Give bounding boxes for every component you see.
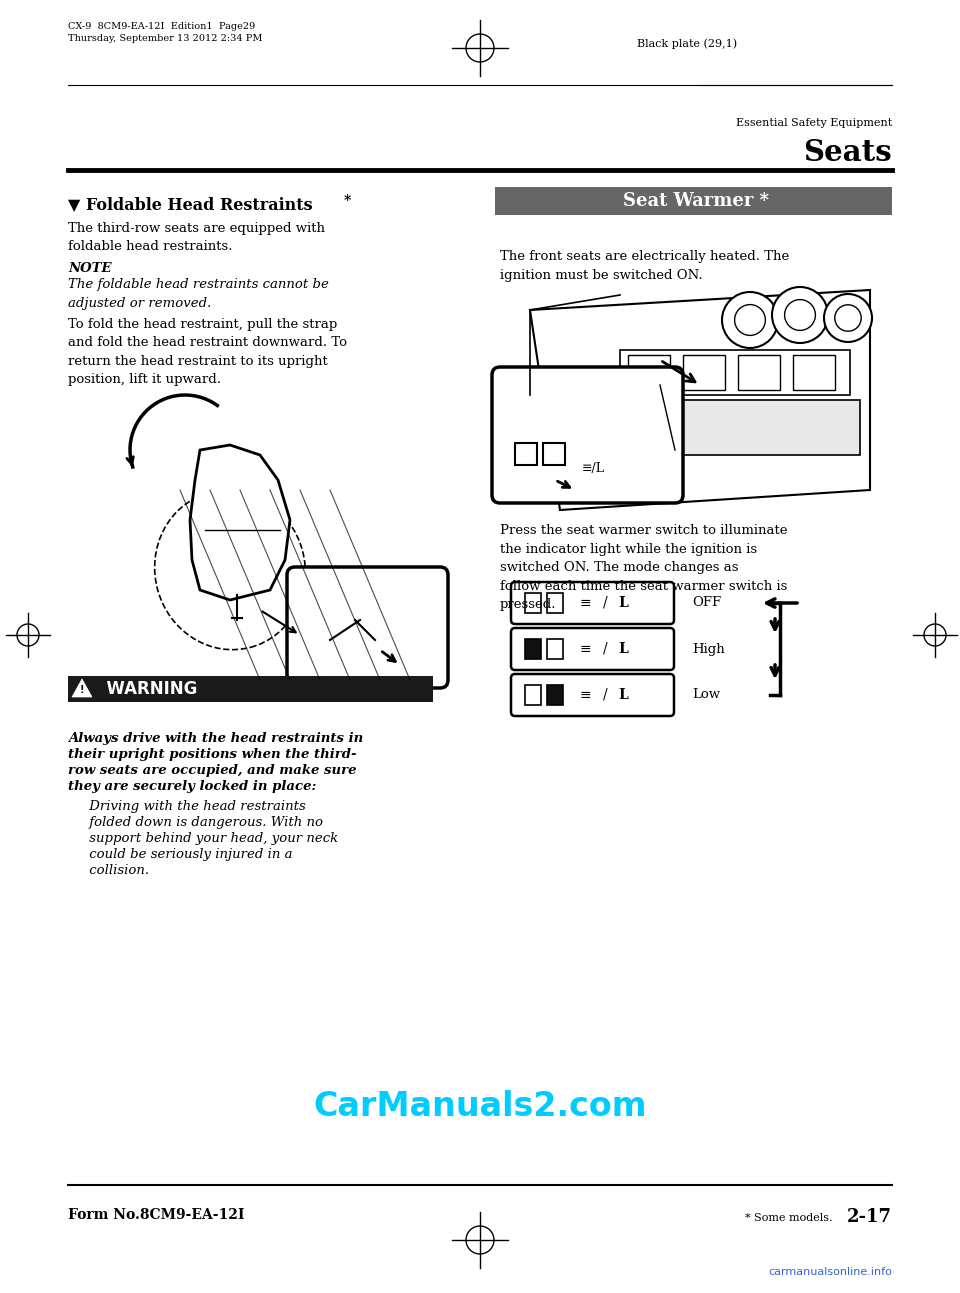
Polygon shape: [190, 445, 290, 600]
Circle shape: [772, 287, 828, 343]
Text: !: !: [80, 685, 84, 696]
Text: ≡: ≡: [579, 688, 590, 702]
Text: 2-17: 2-17: [847, 1208, 892, 1226]
Text: ≡/L: ≡/L: [582, 462, 605, 475]
Circle shape: [722, 292, 778, 348]
Text: Seat Warmer *: Seat Warmer *: [623, 191, 769, 209]
Text: WARNING: WARNING: [95, 680, 198, 698]
FancyBboxPatch shape: [511, 582, 674, 625]
Text: Form No.8CM9-EA-12I: Form No.8CM9-EA-12I: [68, 1208, 245, 1222]
Text: * Some models.: * Some models.: [745, 1213, 832, 1223]
Bar: [495, 284, 892, 509]
Bar: [738, 356, 780, 390]
Text: they are securely locked in place:: they are securely locked in place:: [68, 780, 317, 793]
Text: /: /: [603, 643, 608, 656]
Text: Low: Low: [692, 688, 720, 702]
Bar: [793, 356, 835, 390]
Text: CarManuals2.com: CarManuals2.com: [313, 1090, 647, 1124]
Bar: [525, 593, 541, 613]
Text: Always drive with the head restraints in: Always drive with the head restraints in: [68, 732, 363, 745]
Text: folded down is dangerous. With no: folded down is dangerous. With no: [68, 816, 323, 829]
FancyBboxPatch shape: [492, 367, 683, 503]
Text: High: High: [692, 643, 725, 656]
Text: L: L: [618, 643, 628, 656]
Text: ▼ Foldable Head Restraints: ▼ Foldable Head Restraints: [68, 197, 319, 213]
Text: row seats are occupied, and make sure: row seats are occupied, and make sure: [68, 764, 356, 777]
Circle shape: [734, 305, 765, 335]
Text: /: /: [603, 688, 608, 702]
FancyBboxPatch shape: [287, 568, 448, 688]
Text: could be seriously injured in a: could be seriously injured in a: [68, 848, 293, 861]
Text: Black plate (29,1): Black plate (29,1): [637, 37, 737, 49]
Bar: [683, 356, 725, 390]
Bar: [495, 187, 892, 215]
FancyBboxPatch shape: [511, 628, 674, 670]
Bar: [68, 676, 433, 702]
Circle shape: [784, 300, 815, 331]
Text: L: L: [618, 596, 628, 610]
Text: CX-9  8CM9-EA-12I  Edition1  Page29: CX-9 8CM9-EA-12I Edition1 Page29: [68, 22, 255, 31]
Bar: [560, 400, 860, 455]
Text: *: *: [344, 194, 351, 208]
Bar: [547, 639, 563, 659]
Text: /: /: [603, 596, 608, 610]
FancyBboxPatch shape: [511, 674, 674, 716]
Text: Press the seat warmer switch to illuminate
the indicator light while the ignitio: Press the seat warmer switch to illumina…: [500, 524, 787, 612]
Text: ≡: ≡: [579, 643, 590, 656]
Text: The third-row seats are equipped with
foldable head restraints.: The third-row seats are equipped with fo…: [68, 222, 325, 253]
Bar: [525, 639, 541, 659]
Text: OFF: OFF: [692, 596, 721, 609]
Text: NOTE: NOTE: [68, 262, 111, 275]
Text: Seats: Seats: [804, 138, 892, 167]
Circle shape: [824, 294, 872, 343]
Text: ≡: ≡: [579, 596, 590, 610]
Text: their upright positions when the third-: their upright positions when the third-: [68, 747, 356, 762]
Bar: [547, 685, 563, 705]
Polygon shape: [72, 679, 92, 697]
Text: The foldable head restraints cannot be
adjusted or removed.: The foldable head restraints cannot be a…: [68, 278, 329, 309]
Bar: [515, 443, 537, 465]
Text: Essential Safety Equipment: Essential Safety Equipment: [735, 118, 892, 128]
Polygon shape: [530, 290, 870, 509]
Text: collision.: collision.: [68, 864, 149, 877]
Bar: [543, 443, 565, 465]
Bar: [628, 356, 670, 390]
Text: The front seats are electrically heated. The
ignition must be switched ON.: The front seats are electrically heated.…: [500, 250, 789, 282]
Bar: [547, 593, 563, 613]
Text: To fold the head restraint, pull the strap
and fold the head restraint downward.: To fold the head restraint, pull the str…: [68, 318, 347, 387]
Circle shape: [835, 305, 861, 331]
Bar: [525, 685, 541, 705]
Text: support behind your head, your neck: support behind your head, your neck: [68, 831, 338, 846]
Text: carmanualsonline.info: carmanualsonline.info: [768, 1267, 892, 1277]
Text: L: L: [618, 688, 628, 702]
Text: Thursday, September 13 2012 2:34 PM: Thursday, September 13 2012 2:34 PM: [68, 34, 262, 43]
Text: Driving with the head restraints: Driving with the head restraints: [68, 800, 305, 813]
Bar: [620, 350, 850, 394]
